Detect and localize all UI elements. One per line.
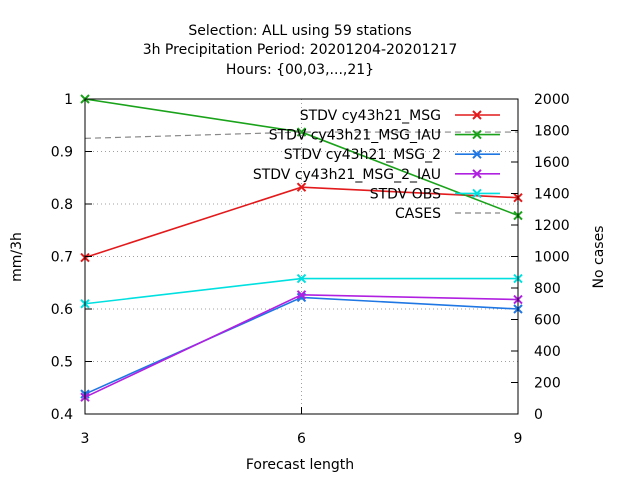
series-lines [80, 94, 523, 402]
tick-labels: 0.4 0.5 0.6 0.7 0.8 0.9 1 0 200 400 600 800 1000 1200… [51, 92, 570, 447]
title-line-3: Hours: {00,03,...,21} [226, 62, 374, 78]
y-tick-label: 1 [64, 92, 73, 108]
y2-tick-label: 1800 [534, 124, 570, 140]
legend-marker [472, 188, 482, 199]
legend-marker [472, 129, 482, 140]
x-tick-label: 3 [81, 431, 90, 447]
data-point-series-4 [296, 290, 307, 300]
y-tick-label: 0.6 [51, 302, 73, 318]
y2-axis-label: No cases [591, 226, 607, 289]
x-tick-label: 9 [514, 431, 523, 447]
legend: STDV cy43h21_MSG STDV cy43h21_MSG_IAU STDV… [253, 108, 500, 222]
y2-tick-label: 1200 [534, 218, 570, 234]
y-axis-label: mm/3h [9, 232, 25, 282]
y-tick-label: 0.8 [51, 197, 73, 213]
legend-marker [472, 169, 482, 179]
y2-tick-label: 1600 [534, 155, 570, 171]
y2-tick-label: 1000 [534, 250, 570, 266]
data-point-series-5 [296, 273, 307, 284]
x-tick-label: 6 [297, 431, 306, 447]
y2-tick-label: 0 [534, 407, 543, 423]
legend-label: STDV cy43h21_MSG_2 [284, 147, 441, 163]
legend-marker [472, 110, 482, 120]
series-line-1 [84, 186, 519, 259]
legend-label: STDV cy43h21_MSG_IAU [269, 128, 441, 144]
title-line-1: Selection: ALL using 59 stations [188, 23, 411, 39]
series-line-6 [84, 131, 518, 139]
y2-tick-label: 400 [534, 344, 561, 360]
axis-ticks [84, 98, 519, 415]
grid [85, 99, 518, 414]
y-tick-label: 0.9 [51, 145, 73, 161]
legend-label: CASES [395, 206, 441, 222]
title-line-2: 3h Precipitation Period: 20201204-202012… [143, 42, 458, 58]
legend-label: STDV cy43h21_MSG [300, 108, 441, 124]
data-point-series-1 [296, 182, 307, 192]
y-tick-label: 0.4 [51, 407, 73, 423]
y2-tick-label: 800 [534, 281, 561, 297]
legend-label: STDV OBS [370, 186, 441, 202]
legend-label: STDV cy43h21_MSG_2_IAU [253, 167, 441, 183]
x-axis-label: Forecast length [246, 457, 354, 473]
y2-tick-label: 600 [534, 313, 561, 329]
legend-marker [472, 149, 482, 159]
y2-tick-label: 1400 [534, 187, 570, 203]
data-point-series-2 [296, 127, 307, 137]
series-line-4 [84, 294, 519, 398]
y2-tick-label: 200 [534, 376, 561, 392]
chart-title: Selection: ALL using 59 stations 3h Prec… [143, 23, 458, 78]
y-tick-label: 0.7 [51, 250, 73, 266]
y-tick-label: 0.5 [51, 355, 73, 371]
y2-tick-label: 2000 [534, 92, 570, 108]
